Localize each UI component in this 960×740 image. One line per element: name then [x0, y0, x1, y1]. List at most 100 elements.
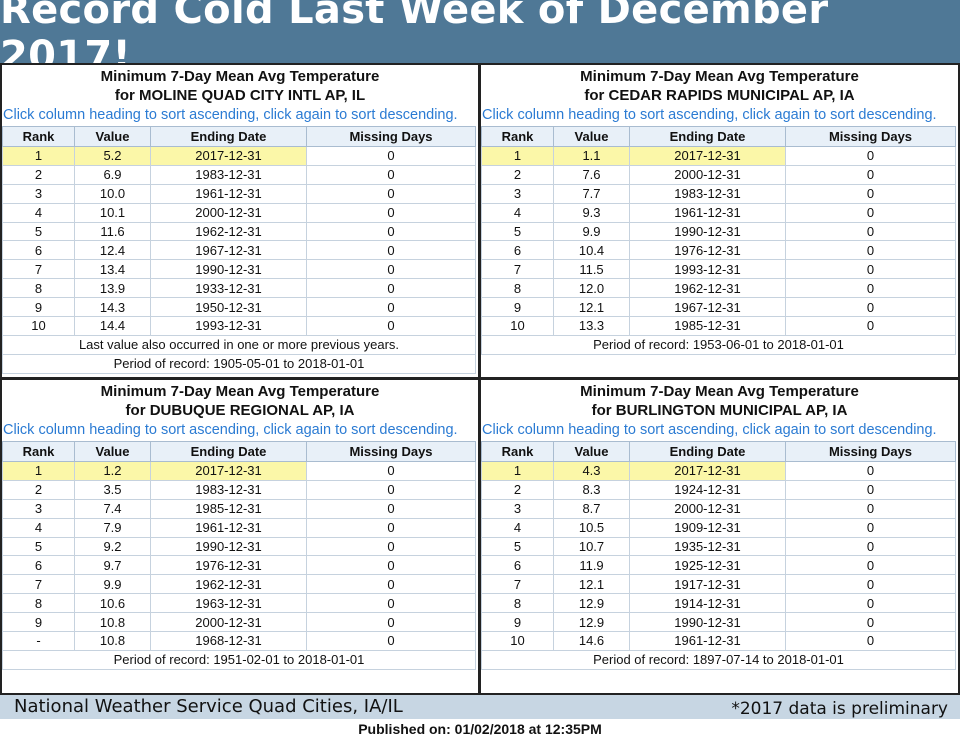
period-row: Period of record: 1951-02-01 to 2018-01-…	[2, 649, 476, 670]
panel-title-station: for MOLINE QUAD CITY INTL AP, IL	[114, 87, 366, 104]
column-header-rank[interactable]: Rank	[481, 126, 554, 147]
column-header-ending-date[interactable]: Ending Date	[150, 126, 307, 147]
rank-cell: 3	[481, 498, 554, 519]
column-header-rank[interactable]: Rank	[2, 441, 75, 462]
rank-cell: 2	[481, 479, 554, 500]
missing-days-cell: 0	[785, 479, 956, 500]
value-cell: 1.1	[553, 146, 630, 166]
station-panel: Minimum 7-Day Mean Avg Temperature for BU…	[480, 379, 960, 695]
missing-days-cell: 0	[785, 555, 956, 576]
column-header-missing-days[interactable]: Missing Days	[785, 441, 956, 462]
panel-title: Minimum 7-Day Mean Avg Temperature for CE…	[481, 65, 958, 105]
rank-cell: 6	[2, 555, 75, 576]
table-row: 2 7.6 2000-12-31 0	[481, 164, 956, 185]
panel-title-station: for CEDAR RAPIDS MUNICIPAL AP, IA	[584, 87, 855, 104]
table-row: 8 10.6 1963-12-31 0	[2, 593, 476, 614]
column-header-missing-days[interactable]: Missing Days	[306, 441, 476, 462]
rank-cell: 6	[481, 240, 554, 261]
column-header-value[interactable]: Value	[74, 126, 151, 147]
column-header-missing-days[interactable]: Missing Days	[306, 126, 476, 147]
ending-date-cell: 1990-12-31	[150, 259, 307, 280]
rank-cell: 4	[2, 202, 75, 223]
rank-cell: 10	[2, 316, 75, 336]
ending-date-cell: 1961-12-31	[629, 631, 786, 651]
panel-title: Minimum 7-Day Mean Avg Temperature for MO…	[2, 65, 478, 105]
rank-cell: 7	[481, 259, 554, 280]
column-header-value[interactable]: Value	[553, 126, 630, 147]
sort-instructions: Click column heading to sort ascending, …	[482, 107, 937, 123]
column-header-ending-date[interactable]: Ending Date	[629, 126, 786, 147]
period-of-record: Period of record: 1897-07-14 to 2018-01-…	[481, 649, 956, 670]
table-row: 3 7.7 1983-12-31 0	[481, 183, 956, 204]
ending-date-cell: 1983-12-31	[629, 183, 786, 204]
value-cell: 10.7	[553, 536, 630, 557]
table-header-row: Rank Value Ending Date Missing Days	[2, 126, 476, 147]
column-header-rank[interactable]: Rank	[481, 441, 554, 462]
preliminary-note: *2017 data is preliminary	[731, 699, 948, 719]
station-panel: Minimum 7-Day Mean Avg Temperature for DU…	[0, 379, 480, 695]
period-row: Period of record: 1905-05-01 to 2018-01-…	[2, 353, 476, 374]
value-cell: 8.3	[553, 479, 630, 500]
rank-cell: 4	[2, 517, 75, 538]
value-cell: 12.1	[553, 574, 630, 595]
panel-title-metric: Minimum 7-Day Mean Avg Temperature	[580, 68, 859, 85]
period-row: Period of record: 1953-06-01 to 2018-01-…	[481, 334, 956, 355]
ending-date-cell: 1990-12-31	[629, 612, 786, 633]
value-cell: 12.9	[553, 612, 630, 633]
column-header-value[interactable]: Value	[553, 441, 630, 462]
column-header-value[interactable]: Value	[74, 441, 151, 462]
rank-cell: 9	[481, 297, 554, 318]
missing-days-cell: 0	[306, 240, 476, 261]
column-header-ending-date[interactable]: Ending Date	[629, 441, 786, 462]
records-table: Rank Value Ending Date Missing Days 1 4.3 2017…	[481, 441, 956, 670]
sort-instructions: Click column heading to sort ascending, …	[3, 422, 458, 438]
missing-days-cell: 0	[306, 479, 476, 500]
footnote-cell: Last value also occurred in one or more …	[2, 334, 476, 355]
station-panel: Minimum 7-Day Mean Avg Temperature for MO…	[0, 63, 480, 379]
missing-days-cell: 0	[306, 202, 476, 223]
missing-days-cell: 0	[306, 316, 476, 336]
table-row: 7 13.4 1990-12-31 0	[2, 259, 476, 280]
missing-days-cell: 0	[306, 297, 476, 318]
table-row: -10.8 1968-12-31 0	[2, 631, 476, 651]
table-row: 10 14.6 1961-12-31 0	[481, 631, 956, 651]
panel-title-station: for DUBUQUE REGIONAL AP, IA	[125, 402, 355, 419]
table-row: 2 3.5 1983-12-31 0	[2, 479, 476, 500]
table-row: 8 13.9 1933-12-31 0	[2, 278, 476, 299]
rank-cell: 6	[481, 555, 554, 576]
rank-cell: 1	[481, 146, 554, 166]
ending-date-cell: 1909-12-31	[629, 517, 786, 538]
missing-days-cell: 0	[306, 278, 476, 299]
table-row: 9 12.1 1967-12-31 0	[481, 297, 956, 318]
panel-title-metric: Minimum 7-Day Mean Avg Temperature	[100, 68, 380, 85]
table-row: 7 11.5 1993-12-31 0	[481, 259, 956, 280]
rank-cell: 9	[2, 612, 75, 633]
missing-days-cell: 0	[306, 183, 476, 204]
value-cell: 10.1	[74, 202, 151, 223]
ending-date-cell: 1925-12-31	[629, 555, 786, 576]
ending-date-cell: 1983-12-31	[150, 479, 307, 500]
panel-title-metric: Minimum 7-Day Mean Avg Temperature	[100, 383, 380, 400]
column-header-missing-days[interactable]: Missing Days	[785, 126, 956, 147]
missing-days-cell: 0	[785, 164, 956, 185]
value-cell: 13.9	[74, 278, 151, 299]
rank-cell: 3	[2, 183, 75, 204]
rank-cell: 8	[2, 278, 75, 299]
value-cell: 7.4	[74, 498, 151, 519]
column-header-ending-date[interactable]: Ending Date	[150, 441, 307, 462]
ending-date-cell: 1962-12-31	[150, 221, 307, 242]
column-header-rank[interactable]: Rank	[2, 126, 75, 147]
value-cell: 1.2	[74, 461, 151, 481]
rank-cell: 9	[2, 297, 75, 318]
missing-days-cell: 0	[785, 536, 956, 557]
missing-days-cell: 0	[306, 164, 476, 185]
table-row: 4 10.5 1909-12-31 0	[481, 517, 956, 538]
missing-days-cell: 0	[785, 278, 956, 299]
value-cell: 12.4	[74, 240, 151, 261]
table-row: 10 13.3 1985-12-31 0	[481, 316, 956, 336]
ending-date-cell: 1968-12-31	[150, 631, 307, 651]
ending-date-cell: 2000-12-31	[629, 498, 786, 519]
ending-date-cell: 1962-12-31	[150, 574, 307, 595]
panel-title-metric: Minimum 7-Day Mean Avg Temperature	[580, 383, 859, 400]
rank-cell: 1	[481, 461, 554, 481]
